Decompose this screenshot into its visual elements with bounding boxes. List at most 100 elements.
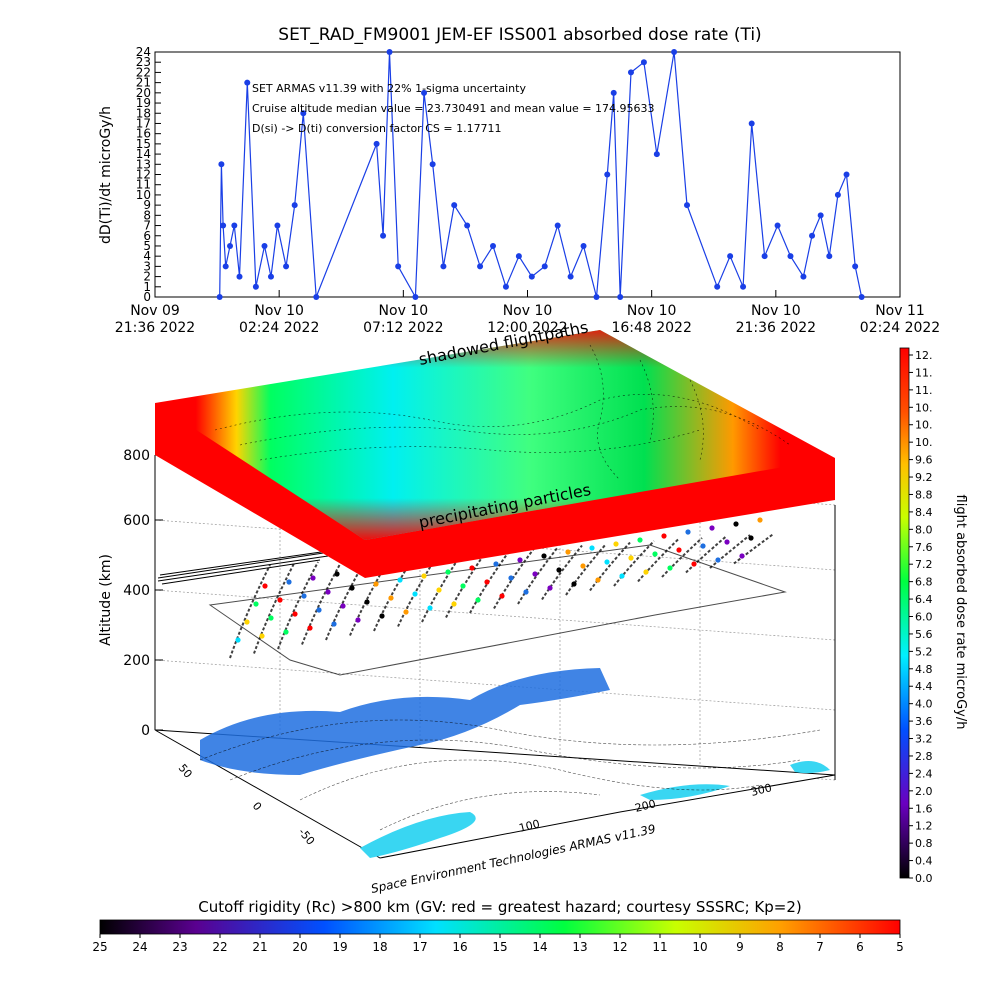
bottom-colorbar-ramp <box>99 919 901 935</box>
dose-rate-point <box>671 49 678 55</box>
dose-rate-point <box>395 263 402 270</box>
flight-dose-dot <box>373 581 379 587</box>
dose-rate-point <box>373 140 380 147</box>
top-y-tick-label: 1 <box>143 280 151 294</box>
right-colorbar-tick-label: 4.4 <box>915 680 933 693</box>
dose-rate-point <box>684 202 691 209</box>
right-colorbar-tick-label: 1.6 <box>915 802 933 815</box>
top-y-tick-label: 18 <box>136 106 151 120</box>
flight-dose-dot <box>262 583 268 589</box>
dose-rate-point <box>451 202 458 209</box>
dose-rate-point <box>727 253 734 260</box>
bottom-colorbar-tick-label: 20 <box>292 940 307 954</box>
right-colorbar-tick-label: 10. <box>915 419 933 432</box>
dose-rate-point <box>283 263 290 270</box>
right-colorbar-tick-label: 10. <box>915 401 933 414</box>
map-y-tick-label: 50 <box>176 762 195 781</box>
map-landmass-east <box>640 784 730 800</box>
map-x-tick-label: 300 <box>750 781 774 799</box>
slab-flight-tracks <box>214 344 791 481</box>
dose-rate-point <box>231 222 238 229</box>
top-y-tick-label: 20 <box>136 86 151 100</box>
flight-dose-dot <box>700 543 706 549</box>
flight-dose-dot <box>604 559 610 565</box>
flight-orbit-segment <box>469 549 511 614</box>
right-colorbar-tick-label: 5.2 <box>915 645 933 658</box>
dose-rate-point <box>412 294 419 300</box>
dose-rate-point <box>826 253 833 260</box>
iss-flight-path <box>157 499 787 676</box>
flight-orbit-segment <box>277 561 319 650</box>
dose-rate-point <box>714 283 721 290</box>
dose-rate-point <box>244 79 251 86</box>
flight-dose-dot <box>397 577 403 583</box>
flight-dose-dot <box>613 541 619 547</box>
flight-dose-dot <box>589 545 595 551</box>
flight-dose-dot <box>637 537 643 543</box>
dose-rate-point <box>313 294 320 300</box>
annotation-cruise-altitude: Cruise altitude median value = 23.730491… <box>252 102 655 115</box>
dose-rate-point <box>800 273 807 280</box>
bottom-colorbar-tick-label: 16 <box>452 940 467 954</box>
bottom-colorbar-tick-label: 25 <box>92 940 107 954</box>
flight-dose-dot <box>523 589 529 595</box>
flight-dose-dot <box>547 585 553 591</box>
bottom-colorbar-tick-label: 13 <box>572 940 587 954</box>
bottom-colorbar-tick-label: 10 <box>692 940 707 954</box>
right-colorbar-tick-label: 12. <box>915 349 933 362</box>
flight-dose-dot <box>427 605 433 611</box>
altitude-tick-label: 0 <box>141 723 150 739</box>
dose-rate-point <box>617 294 624 300</box>
altitude-ticks: 0 200 400 600 800 <box>123 448 163 739</box>
flight-dose-dot <box>364 599 370 605</box>
flight-dose-dot <box>475 597 481 603</box>
top-y-tick-label: 5 <box>143 239 151 253</box>
dose-rate-point <box>541 263 548 270</box>
flight-dose-dot <box>292 611 298 617</box>
flight-dose-dot <box>484 579 490 585</box>
flight-orbit-segment <box>253 563 295 654</box>
flight-dose-dot <box>541 553 547 559</box>
bottom-colorbar-tick-label: 5 <box>896 940 904 954</box>
flight-orbit-segment <box>637 538 679 583</box>
flight-dose-dot <box>715 557 721 563</box>
dose-rate-point <box>490 242 497 249</box>
bottom-colorbar-title: Cutoff rigidity (Rc) >800 km (GV: red = … <box>198 898 801 916</box>
map-x-tick-label: 100 <box>518 817 542 835</box>
flight-dose-dot <box>283 629 289 635</box>
right-colorbar-tick-label: 11. <box>915 366 933 379</box>
bottom-colorbar-ticks: 25 24 23 22 21 20 19 18 17 16 15 14 13 12 11 10 9 8 7 6 5 <box>92 934 904 954</box>
top-x-tick-date: Nov 10 <box>254 303 304 319</box>
top-x-tick-time: 16:48 2022 <box>611 320 691 336</box>
bottom-colorbar-tick-label: 18 <box>372 940 387 954</box>
top-chart-title: SET_RAD_FM9001 JEM-EF ISS001 absorbed do… <box>278 25 761 45</box>
dose-rate-point <box>267 273 274 280</box>
top-x-tick-date: Nov 10 <box>751 303 801 319</box>
bottom-colorbar-tick-label: 15 <box>492 940 507 954</box>
top-x-tick-date: Nov 10 <box>627 303 677 319</box>
flight-dose-dot <box>436 587 442 593</box>
top-y-tick-label: 19 <box>136 96 151 110</box>
flight-dose-dot <box>643 569 649 575</box>
right-colorbar-tick-label: 8.4 <box>915 506 933 519</box>
bottom-colorbar-tick-label: 9 <box>736 940 744 954</box>
right-colorbar-tick-label: 11. <box>915 384 933 397</box>
dose-rate-point <box>774 222 781 229</box>
top-y-tick-label: 12 <box>136 168 151 182</box>
flight-dose-dot <box>685 529 691 535</box>
top-x-tick-date: Nov 09 <box>130 303 180 319</box>
right-colorbar-tick-label: 2.8 <box>915 750 933 763</box>
bottom-colorbar-tick-label: 19 <box>332 940 347 954</box>
dose-rate-point <box>429 161 436 168</box>
bottom-colorbar-tick-label: 14 <box>532 940 547 954</box>
map-ground-tracks <box>199 719 821 831</box>
dose-rate-point <box>748 120 755 127</box>
dose-rate-point <box>554 222 561 229</box>
top-y-tick-label: 3 <box>143 259 151 273</box>
right-colorbar-tick-label: 8.0 <box>915 523 933 536</box>
flight-dose-dot <box>334 571 340 577</box>
map-y-tick-label: -50 <box>296 826 318 848</box>
